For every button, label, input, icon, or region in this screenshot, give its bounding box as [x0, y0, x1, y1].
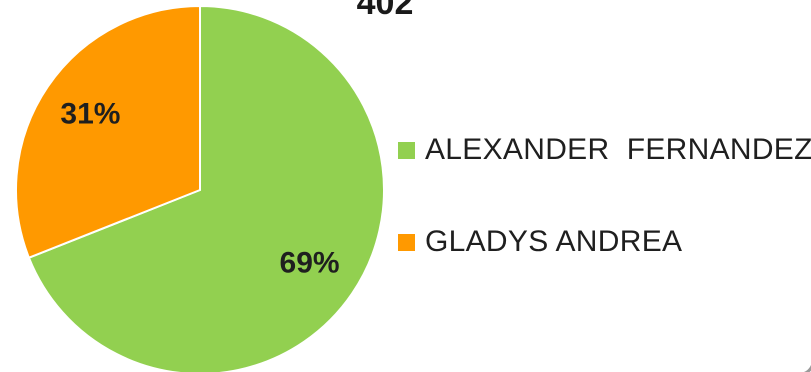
- legend-label: ALEXANDER FERNANDEZ: [425, 133, 811, 166]
- slice-label-0: 69%: [280, 246, 340, 279]
- legend-item-gladys-andrea: GLADYS ANDREA: [398, 222, 811, 262]
- chart-title: 402: [356, 0, 414, 22]
- pie-slice-1: [15, 4, 201, 260]
- legend-swatch: [398, 141, 415, 159]
- pie-slice-0: [27, 4, 385, 372]
- slice-label-1: 31%: [60, 97, 120, 130]
- corner-decoration: [794, 343, 811, 372]
- legend: ALEXANDER FERNANDEZ GLADYS ANDREA: [398, 130, 811, 314]
- legend-item-alexander-fernandez: ALEXANDER FERNANDEZ: [398, 130, 811, 170]
- legend-swatch: [398, 233, 415, 251]
- legend-label: GLADYS ANDREA: [425, 225, 683, 258]
